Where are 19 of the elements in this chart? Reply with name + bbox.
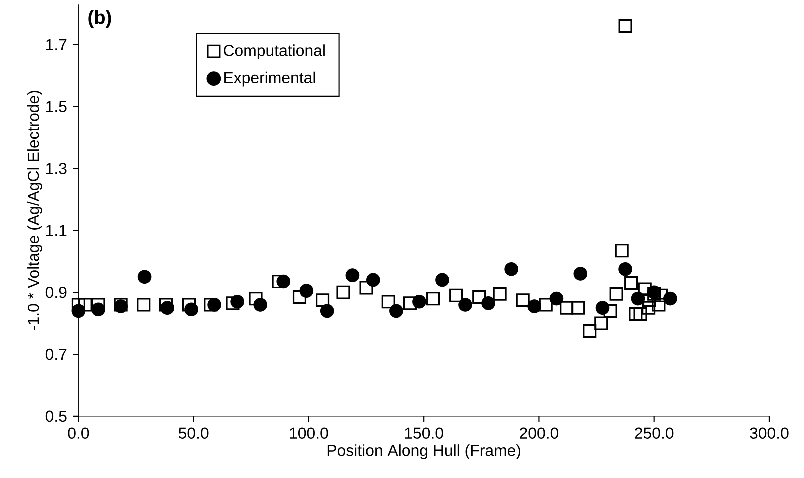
x-tick-label: 200.0 <box>520 428 559 439</box>
y-axis-title: -1.0 * Voltage (Ag/AgCl Electrode) <box>28 90 42 330</box>
y-tick-label: 0.9 <box>46 286 67 298</box>
x-tick-label: 250.0 <box>635 428 674 439</box>
x-tick-label: 300.0 <box>750 428 789 439</box>
y-tick-label: 1.3 <box>46 163 67 174</box>
y-tick-label: 1.7 <box>46 39 67 50</box>
x-tick-label: 150.0 <box>405 428 444 439</box>
legend-label: Computational <box>224 44 325 60</box>
y-tick-label: 0.7 <box>46 348 67 360</box>
x-tick-label: 100.0 <box>290 428 328 439</box>
y-tick-label: 0.5 <box>46 410 67 422</box>
legend-label: Experimental <box>224 72 316 87</box>
y-tick-label: 1.1 <box>46 225 67 236</box>
annotation: (b) <box>88 10 112 28</box>
x-tick-label: 0.0 <box>68 428 90 439</box>
y-tick-label: 1.5 <box>46 101 67 112</box>
x-axis-title: Position Along Hull (Frame) <box>328 444 520 460</box>
x-tick-label: 50.0 <box>178 428 209 439</box>
